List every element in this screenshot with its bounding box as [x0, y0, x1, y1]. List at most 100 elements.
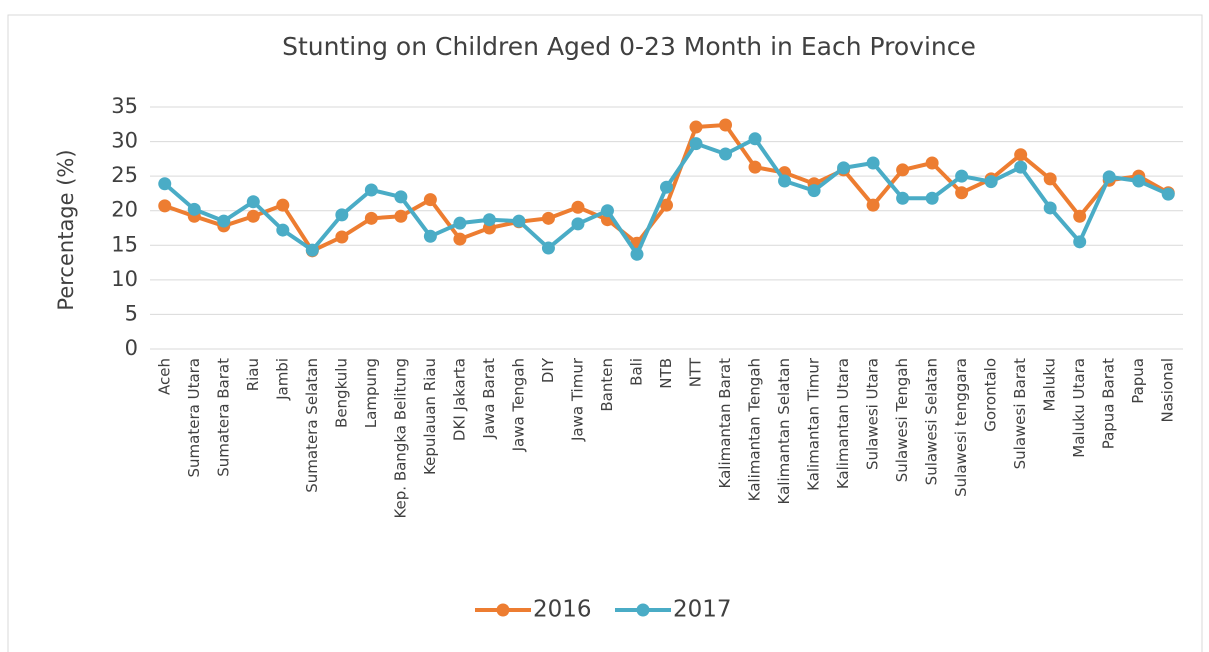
x-tick-label: Jawa Timur: [568, 357, 586, 442]
point: [925, 156, 939, 170]
point: [984, 175, 998, 189]
point: [925, 191, 939, 205]
point: [305, 243, 319, 257]
point: [571, 217, 585, 231]
point: [394, 190, 408, 204]
point: [1073, 209, 1087, 223]
point: [955, 186, 969, 200]
x-tick-label: Banten: [598, 358, 616, 412]
x-tick-label: Jawa Barat: [480, 358, 498, 440]
point: [866, 156, 880, 170]
x-tick-label: Kalimantan Selatan: [775, 358, 793, 504]
x-tick-label: Sumatera Utara: [185, 358, 203, 477]
x-tick-label: Gorontalo: [982, 358, 1000, 432]
y-tick-label: 25: [111, 163, 138, 187]
point: [955, 169, 969, 183]
x-tick-label: Kalimantan Timur: [805, 357, 823, 491]
point: [423, 193, 437, 207]
point: [719, 147, 733, 161]
x-tick-label: NTT: [687, 357, 705, 387]
point: [158, 199, 172, 213]
point: [453, 232, 467, 246]
x-tick-label: Kalimantan Utara: [834, 358, 852, 489]
x-tick-label: Riau: [244, 358, 262, 391]
x-tick-label: Nasional: [1159, 358, 1177, 422]
x-tick-label: Sumatera Barat: [214, 358, 232, 477]
point: [276, 198, 290, 212]
point: [1014, 160, 1028, 174]
point: [1102, 170, 1116, 184]
x-tick-label: Papua Barat: [1100, 358, 1118, 449]
point: [541, 241, 555, 255]
point: [276, 223, 290, 237]
x-tick-label: Sulawesi Tengah: [893, 358, 911, 482]
point: [748, 160, 762, 174]
point: [364, 211, 378, 225]
legend-label: 2017: [673, 597, 732, 623]
y-tick-label: 0: [125, 336, 138, 360]
x-tick-label: Kalimantan Barat: [716, 358, 734, 489]
point: [837, 161, 851, 175]
x-tick-label: Sulawesi Selatan: [923, 358, 941, 485]
chart-title: Stunting on Children Aged 0-23 Month in …: [282, 32, 976, 61]
point: [364, 183, 378, 197]
point: [1161, 187, 1175, 201]
legend-label: 2016: [533, 597, 592, 623]
x-tick-label: Sulawesi tenggara: [952, 358, 970, 497]
point: [689, 120, 703, 134]
point: [719, 118, 733, 132]
x-tick-label: Jawa Tengah: [509, 358, 527, 452]
point: [630, 247, 644, 261]
x-tick-label: DKI Jakarta: [450, 358, 468, 441]
point: [807, 184, 821, 198]
x-tick-label: Bengkulu: [332, 358, 350, 428]
point: [246, 209, 260, 223]
y-tick-label: 5: [125, 301, 138, 325]
point: [1043, 201, 1057, 215]
point: [866, 198, 880, 212]
point: [571, 200, 585, 214]
point: [896, 191, 910, 205]
x-tick-label: Kalimantan Tengah: [746, 358, 764, 501]
point: [896, 163, 910, 177]
point: [335, 230, 349, 244]
x-tick-label: Kep. Bangka Belitung: [391, 358, 409, 519]
y-tick-label: 15: [111, 232, 138, 256]
point: [660, 198, 673, 212]
y-tick-label: 30: [111, 129, 138, 153]
x-tick-label: NTB: [657, 358, 675, 389]
x-tick-label: Papua: [1129, 358, 1147, 404]
point: [423, 229, 437, 243]
point: [246, 195, 260, 209]
point: [187, 202, 201, 216]
point: [689, 137, 703, 151]
point: [660, 180, 673, 194]
x-tick-label: Maluku: [1041, 358, 1059, 412]
x-tick-label: Lampung: [362, 358, 380, 428]
x-tick-label: Sulawesi Utara: [864, 358, 882, 470]
x-tick-label: Kepulauan Riau: [421, 358, 439, 475]
x-tick-label: Bali: [627, 358, 645, 386]
x-tick-label: DIY: [539, 357, 557, 383]
point: [1073, 235, 1087, 249]
x-tick-label: Aceh: [155, 358, 173, 395]
point: [512, 214, 526, 228]
point: [158, 177, 172, 191]
point: [541, 211, 555, 225]
legend-marker: [636, 603, 650, 617]
point: [453, 216, 467, 230]
point: [1043, 172, 1057, 186]
x-tick-label: Sulawesi Barat: [1011, 358, 1029, 469]
point: [1014, 148, 1028, 162]
y-tick-label: 20: [111, 198, 138, 222]
point: [394, 209, 408, 223]
legend-marker: [496, 603, 510, 617]
point: [600, 204, 614, 218]
point: [482, 213, 496, 227]
point: [335, 208, 349, 222]
x-tick-label: Jambi: [273, 358, 291, 401]
y-tick-label: 35: [111, 94, 138, 118]
point: [748, 132, 762, 146]
x-tick-label: Sumatera Selatan: [303, 358, 321, 493]
point: [217, 214, 231, 228]
